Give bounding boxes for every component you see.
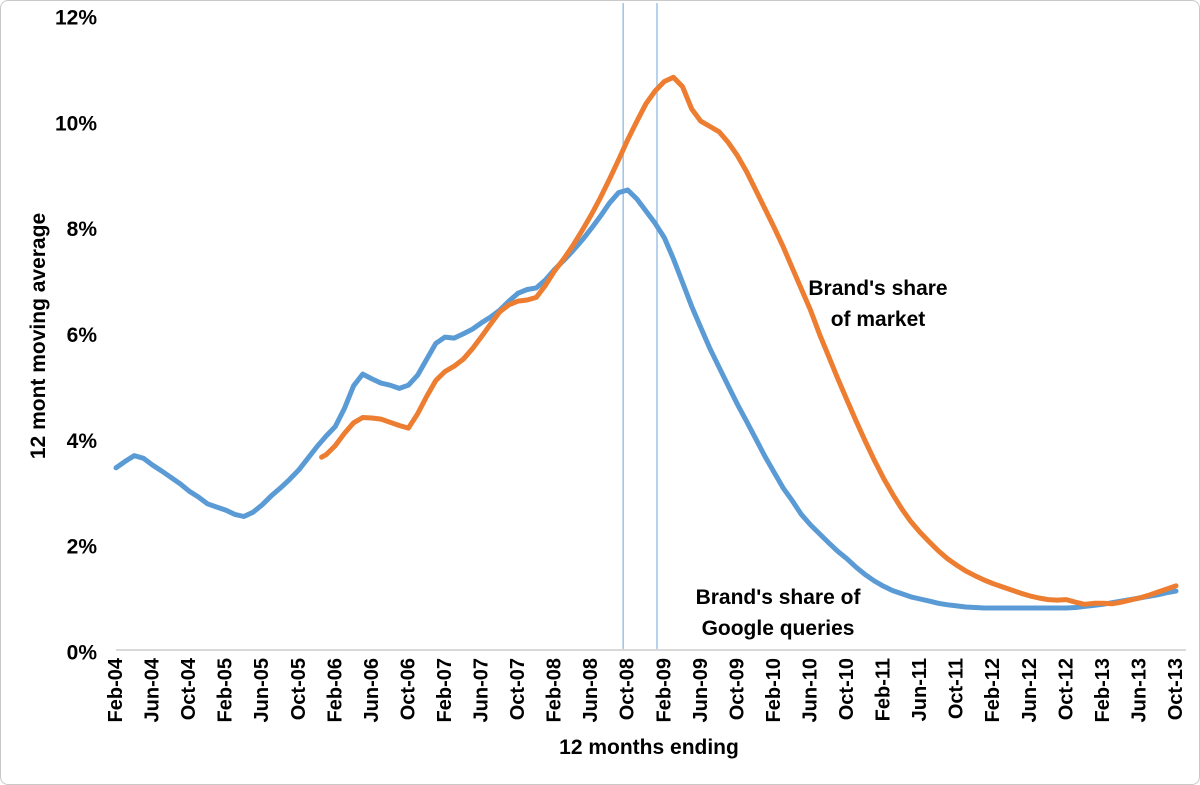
- y-tick-label: 2%: [67, 536, 98, 559]
- annotation-line: Google queries: [701, 617, 855, 640]
- y-tick-label: 0%: [67, 642, 98, 665]
- x-tick-label: Oct-07: [507, 658, 529, 720]
- y-tick-label: 6%: [67, 324, 98, 347]
- x-tick-label: Feb-05: [215, 658, 237, 722]
- x-tick-label: Feb-04: [105, 657, 127, 722]
- x-tick-label: Jun-08: [580, 658, 602, 722]
- x-tick-label: Jun-10: [800, 658, 822, 722]
- x-tick-label: Oct-04: [178, 657, 200, 720]
- x-tick-label: Feb-11: [873, 658, 895, 721]
- x-tick-label: Feb-06: [324, 658, 346, 722]
- x-tick-label: Jun-12: [1019, 658, 1041, 722]
- x-tick-label: Oct-09: [726, 658, 748, 720]
- x-tick-label: Jun-13: [1128, 658, 1150, 722]
- y-tick-label: 8%: [67, 218, 98, 241]
- x-tick-label: Oct-08: [617, 658, 639, 720]
- series-line-brand-s-share-of-google-queries: [113, 187, 1179, 611]
- x-tick-label: Oct-10: [836, 658, 858, 720]
- x-tick-label: Jun-11: [909, 658, 931, 721]
- x-tick-label: Feb-12: [982, 658, 1004, 722]
- annotation-brand-share-of-google-queries: Brand's share of Google queries: [696, 582, 861, 644]
- x-tick-label: Jun-09: [690, 658, 712, 722]
- x-tick-label: Jun-04: [142, 657, 164, 722]
- x-tick-label: Jun-06: [361, 658, 383, 722]
- x-axis-tick-labels: Feb-04 Jun-04 Oct-04 Feb-05 Jun-05 Oct-05 Feb-…: [105, 657, 1187, 722]
- x-tick-label: Oct-12: [1055, 658, 1077, 720]
- x-tick-label: Feb-09: [653, 658, 675, 722]
- x-tick-label: Feb-13: [1092, 658, 1114, 722]
- y-tick-label: 10%: [55, 112, 97, 135]
- x-tick-label: Feb-10: [763, 658, 785, 722]
- vertical-reference-lines: [622, 3, 658, 650]
- x-tick-label: Oct-11: [946, 658, 968, 719]
- y-axis-title: 12 mont moving average: [27, 212, 50, 460]
- y-tick-label: 4%: [67, 430, 98, 453]
- y-tick-label: 12%: [55, 7, 97, 30]
- x-tick-label: Jun-05: [251, 658, 273, 722]
- x-tick-label: Oct-05: [288, 658, 310, 720]
- annotation-line: Brand's share of: [695, 586, 861, 609]
- annotation-line: Brand's share: [808, 277, 948, 300]
- x-axis-title: 12 months ending: [559, 736, 739, 759]
- series-line-brand-s-share-of-market: [319, 74, 1179, 607]
- x-tick-label: Oct-13: [1165, 658, 1187, 720]
- annotation-line: of market: [830, 308, 926, 331]
- x-tick-label: Jun-07: [471, 658, 493, 722]
- x-tick-label: Oct-06: [397, 658, 419, 720]
- series-lines: [113, 74, 1179, 611]
- x-tick-label: Feb-08: [544, 658, 566, 722]
- x-tick-label: Feb-07: [434, 658, 456, 722]
- y-axis-tick-labels: 0% 2% 4% 6% 8% 10% 12%: [55, 7, 97, 665]
- annotation-brand-share-of-market: Brand's share of market: [808, 273, 947, 335]
